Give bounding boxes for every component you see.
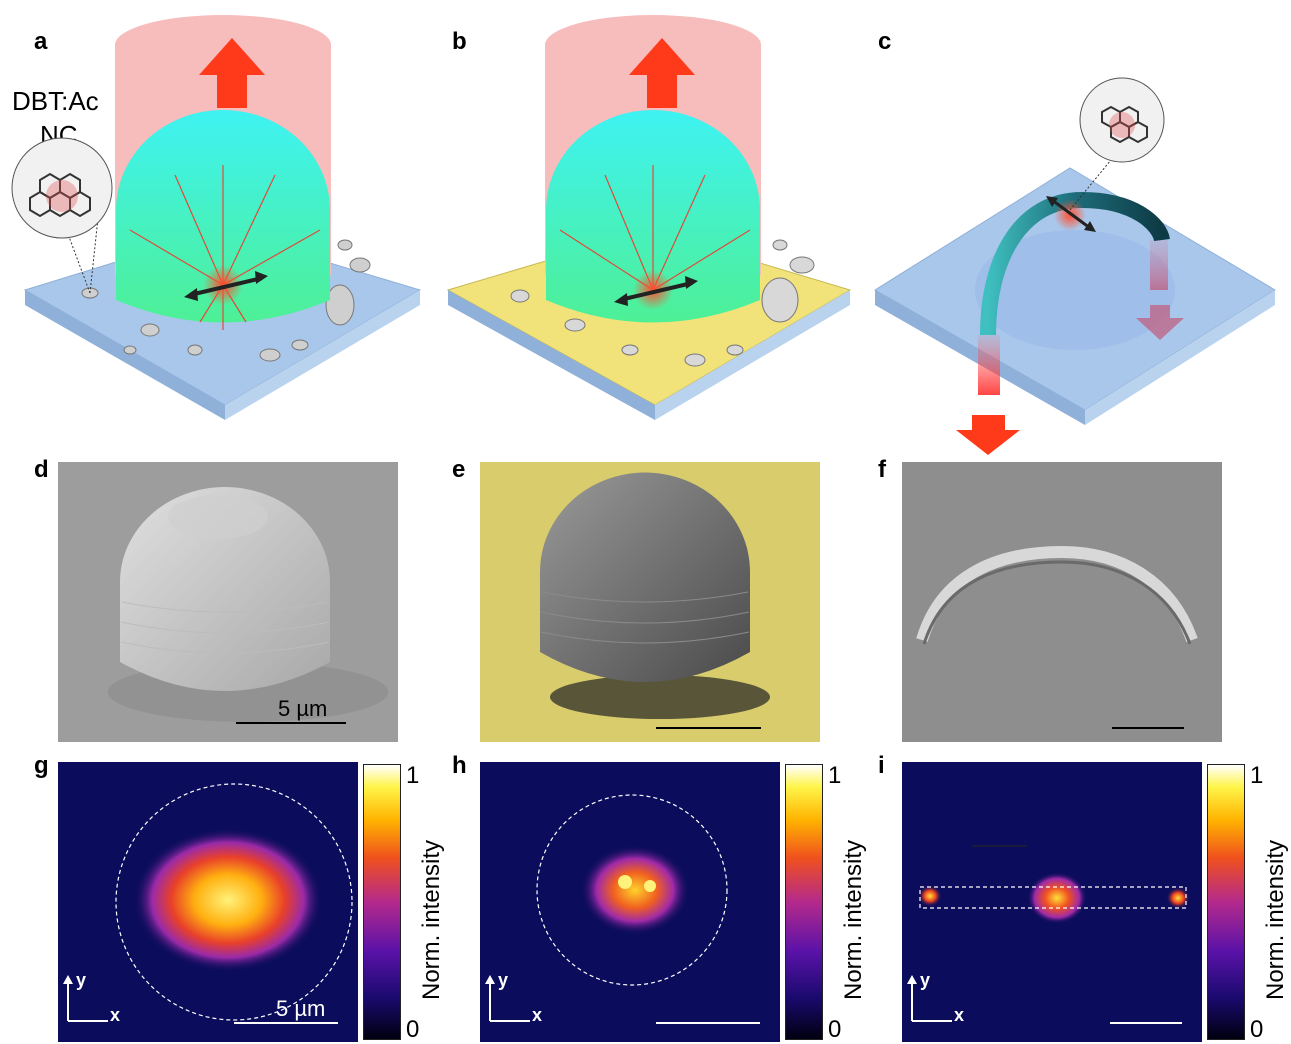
pl-scalebar-label-g: 5 µm bbox=[276, 996, 326, 1021]
pl-scalebar-h bbox=[656, 1022, 760, 1024]
axis-x-i: x bbox=[954, 1005, 965, 1025]
sem-scalebar-f bbox=[1112, 727, 1184, 729]
colorbar-max-h: 1 bbox=[828, 762, 842, 789]
schematic-a bbox=[0, 0, 430, 440]
sem-image-e bbox=[480, 462, 820, 742]
colorbar-h bbox=[785, 764, 823, 1040]
dbt-ac-label: DBT:Ac bbox=[12, 86, 99, 116]
sem-image-f bbox=[902, 462, 1222, 742]
colorbar-label-g: Norm. intensity bbox=[418, 839, 445, 1000]
colorbar-min-g: 0 bbox=[406, 1016, 420, 1043]
pl-scalebar-i bbox=[1110, 1022, 1182, 1024]
panel-label-i: i bbox=[878, 752, 885, 779]
panel-label-c: c bbox=[878, 28, 892, 55]
panel-label-d: d bbox=[34, 456, 49, 483]
axis-x-h: x bbox=[532, 1005, 543, 1025]
panel-label-e: e bbox=[452, 456, 466, 483]
sem-image-d bbox=[58, 462, 398, 742]
schematic-b bbox=[430, 0, 860, 440]
axis-y-h: y bbox=[498, 970, 509, 990]
colorbar-max-g: 1 bbox=[406, 762, 420, 789]
colorbar-min-h: 0 bbox=[828, 1016, 842, 1043]
sem-scalebar-d bbox=[236, 722, 346, 724]
pl-map-i bbox=[902, 762, 1202, 1042]
axis-y-g: y bbox=[76, 970, 87, 990]
schematic-c bbox=[860, 0, 1291, 460]
pl-map-g bbox=[58, 762, 358, 1042]
panel-label-f: f bbox=[878, 456, 886, 483]
sem-scalebar-label-d: 5 µm bbox=[278, 696, 328, 721]
colorbar-i bbox=[1207, 764, 1245, 1040]
axis-arrows-g bbox=[63, 975, 108, 1022]
axis-arrows-i bbox=[907, 975, 952, 1022]
axis-x-g: x bbox=[110, 1005, 121, 1025]
panel-label-h: h bbox=[452, 752, 467, 779]
colorbar-label-i: Norm. intensity bbox=[1262, 839, 1289, 1000]
panel-label-g: g bbox=[34, 752, 49, 779]
colorbar-label-h: Norm. intensity bbox=[840, 839, 867, 1000]
pl-scalebar-g bbox=[234, 1022, 338, 1024]
pl-map-h bbox=[480, 762, 780, 1042]
axis-arrows-h bbox=[485, 975, 530, 1022]
colorbar-max-i: 1 bbox=[1250, 762, 1264, 789]
axis-y-i: y bbox=[920, 970, 931, 990]
colorbar-g bbox=[363, 764, 401, 1040]
panel-label-a: a bbox=[34, 28, 48, 55]
panel-label-b: b bbox=[452, 28, 467, 55]
colorbar-min-i: 0 bbox=[1250, 1016, 1264, 1043]
sem-scalebar-e bbox=[656, 727, 761, 729]
